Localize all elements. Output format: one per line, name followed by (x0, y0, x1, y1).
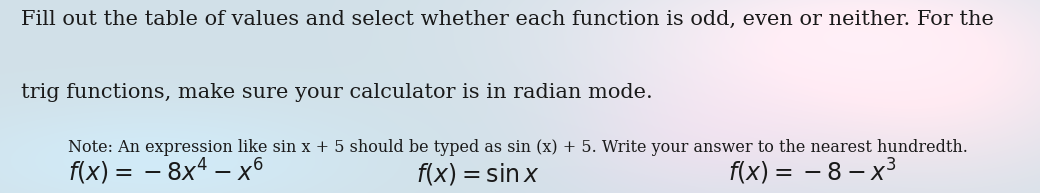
Text: Note: An expression like sin x + 5 should be typed as sin (x) + 5. Write your an: Note: An expression like sin x + 5 shoul… (68, 139, 967, 156)
Text: Fill out the table of values and select whether each function is odd, even or ne: Fill out the table of values and select … (21, 10, 993, 29)
Text: $f(x) = \sin x$: $f(x) = \sin x$ (416, 161, 540, 187)
Text: $f(x) = -8x^4 - x^6$: $f(x) = -8x^4 - x^6$ (68, 157, 263, 187)
Text: $f(x) = -8 - x^3$: $f(x) = -8 - x^3$ (728, 157, 898, 187)
Text: trig functions, make sure your calculator is in radian mode.: trig functions, make sure your calculato… (21, 83, 652, 102)
